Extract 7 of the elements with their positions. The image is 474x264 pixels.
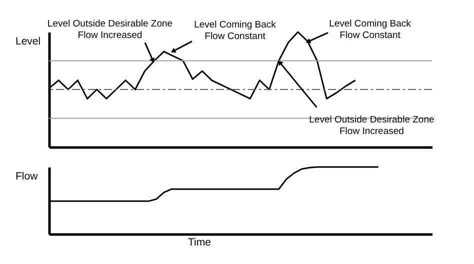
x-axis-title: Time xyxy=(188,236,212,248)
y-axis-title: Level xyxy=(16,36,41,48)
annotation: Level Coming Back Flow Constant xyxy=(194,19,276,42)
annotation: Level Coming Back Flow Constant xyxy=(329,18,412,42)
annotation: Level Outside Desirable Zone Flow Increased xyxy=(47,18,173,42)
y-axis-title: Flow xyxy=(16,170,38,182)
annotation: Level Outside Desirable Zone Flow Increased xyxy=(309,114,434,137)
